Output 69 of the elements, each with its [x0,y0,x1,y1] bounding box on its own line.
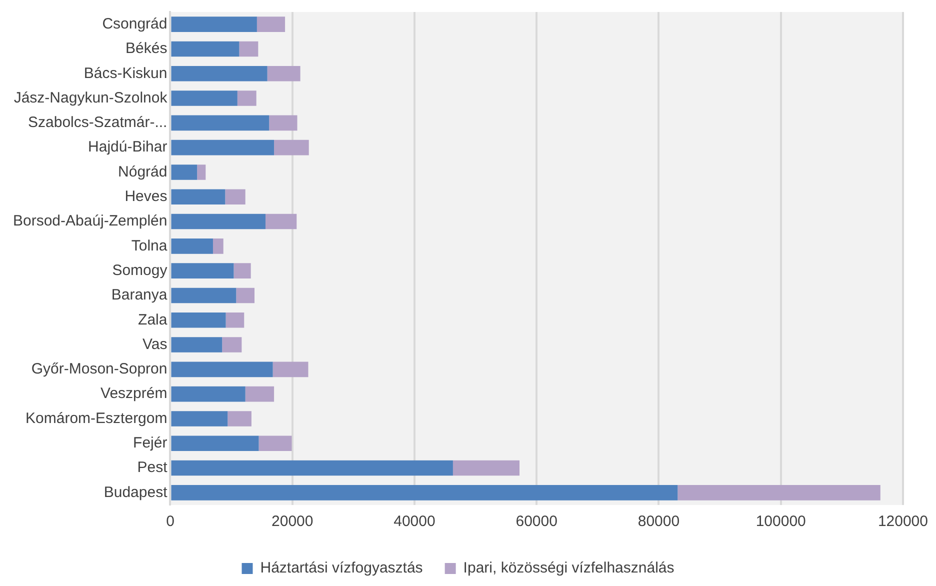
bar [452,460,520,476]
x-tick-label: 0 [166,513,174,530]
bar [171,288,236,304]
x-tick-label: 40000 [394,513,436,530]
bar [239,41,258,57]
bar [228,411,252,426]
y-tick-label: Békés [126,40,168,58]
y-tick-label: Fejér [133,434,168,452]
bar [171,41,240,57]
bar [258,436,292,452]
y-tick-label: Borsod-Abaúj-Zemplén [12,212,168,230]
bar [236,288,255,304]
bar [245,386,274,402]
y-tick-label: Csongrád [102,15,168,32]
y-tick-label: Veszprém [100,385,168,402]
bar [171,115,270,131]
bar [237,90,256,106]
y-tick-label: Bács-Kiskun [84,64,168,82]
y-tick-label: Jász-Nagykun-Szolnok [14,89,168,106]
y-tick-label: Baranya [111,286,168,304]
bar [265,214,297,230]
y-tick-label: Győr-Moson-Sopron [31,360,168,378]
bar [678,485,880,500]
bar [256,16,286,32]
legend-label: Háztartási vízfogyasztás [260,560,423,577]
x-tick-label: 120000 [878,513,928,530]
bar [171,460,453,476]
y-tick-label: Pest [137,459,168,476]
bar [171,189,226,205]
bar [171,362,273,378]
bar [171,485,678,500]
bar [171,16,257,32]
bar [171,411,228,426]
bar [222,337,242,352]
bar [171,164,198,180]
x-tick-label: 80000 [638,513,680,530]
bar [267,66,300,82]
bar [225,189,246,205]
x-tick-label: 20000 [272,513,314,530]
bar [171,214,266,230]
y-tick-label: Budapest [104,484,168,501]
bar [171,436,259,452]
y-tick-label: Vas [142,336,168,353]
bar [234,263,251,278]
bar [171,66,268,82]
x-tick-label: 60000 [516,513,558,530]
bar [212,238,224,254]
y-tick-label: Tolna [131,237,168,254]
y-tick-label: Szabolcs-Szatmár-... [28,114,168,132]
y-tick-label: Nógrád [118,163,168,180]
bar [269,115,298,131]
y-tick-label: Komárom-Esztergom [26,410,168,427]
bar [226,312,244,328]
bar [171,238,213,254]
x-tick-label: 100000 [756,513,806,530]
legend-label: Ipari, közösségi vízfelhasználás [463,560,674,577]
bar [171,337,222,352]
bar [171,90,238,106]
bar [171,312,226,328]
bar [171,263,234,278]
bar [171,140,274,156]
bar [274,140,309,156]
y-tick-label: Hajdú-Bihar [88,138,168,156]
bar [272,362,308,378]
y-tick-label: Heves [124,188,168,206]
y-tick-label: Somogy [112,262,168,279]
bar [171,386,246,402]
y-tick-label: Zala [138,311,168,328]
bar [197,164,206,180]
